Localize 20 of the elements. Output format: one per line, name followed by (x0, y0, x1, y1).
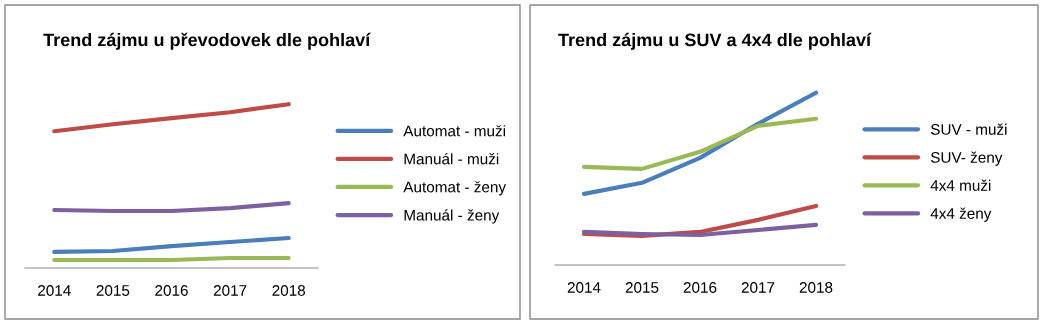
x-tick-label: 2016 (683, 282, 717, 293)
chart-title: Trend zájmu u převodovek dle pohlaví (43, 32, 371, 50)
legend-label: Automat - ženy (403, 181, 507, 196)
legend-label: Manuál - muži (404, 152, 499, 165)
x-tick-label: 2017 (213, 285, 247, 296)
x-tick-label: 2014 (567, 282, 601, 293)
x-tick-label: 2014 (38, 285, 71, 296)
x-tick-label: 2015 (625, 282, 659, 293)
chart-title: Trend zájmu u SUV a 4x4 dle pohlaví (558, 32, 872, 50)
legend-label: 4x4 ženy (930, 207, 992, 222)
legend-label: 4x4 muži (930, 179, 991, 191)
legend-label: Automat - muži (403, 125, 506, 137)
x-tick-label: 2018 (272, 285, 306, 296)
legend-label: SUV- ženy (930, 151, 1003, 166)
x-tick-label: 2018 (799, 282, 833, 293)
x-tick-label: 2016 (155, 285, 188, 296)
x-tick-label: 2015 (96, 285, 130, 296)
x-tick-label: 2017 (741, 282, 775, 293)
legend-label: Manuál - ženy (404, 209, 500, 224)
legend-label: SUV - muži (930, 123, 1007, 135)
